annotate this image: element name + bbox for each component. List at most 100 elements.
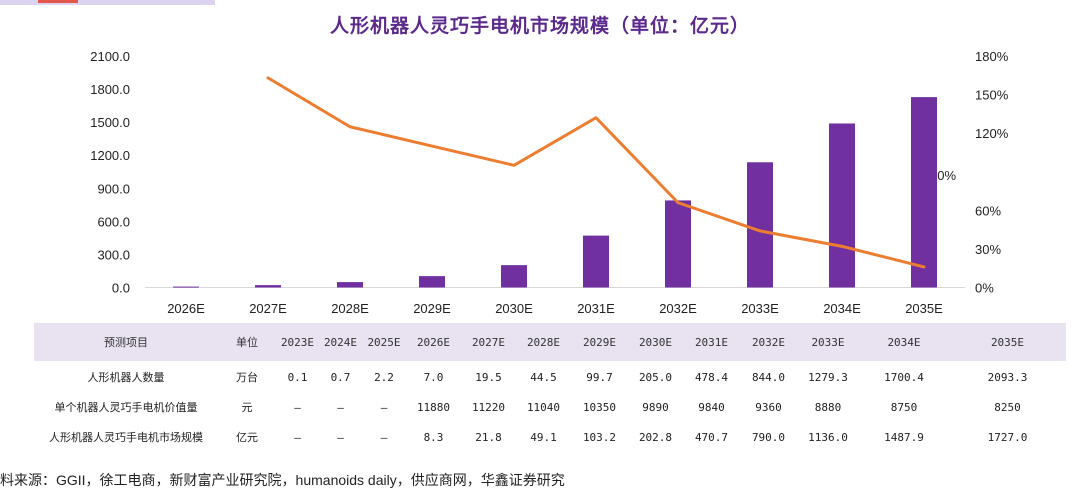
table-cell: 7.0 [423, 370, 444, 384]
table-cell: 2093.3 [987, 370, 1028, 384]
bar [911, 97, 937, 288]
x-axis-tick-label: 2033E [741, 301, 779, 316]
table-cell: 21.8 [475, 430, 502, 444]
right-axis-tick-label: 150% [975, 88, 1009, 103]
bar [255, 285, 281, 288]
table-cell: 0.1 [287, 370, 308, 384]
table-cell: 万台 [236, 371, 258, 384]
right-axis-tick-label: 30% [975, 242, 1001, 257]
left-axis-tick-label: 300.0 [97, 247, 130, 262]
table-cell: 44.5 [530, 370, 557, 384]
table-cell: 1700.4 [884, 370, 924, 384]
right-axis-tick-label: 180% [975, 49, 1009, 64]
table-cell: 1727.0 [987, 430, 1028, 444]
table-cell: 8750 [890, 400, 918, 414]
table-cell: 9840 [698, 400, 725, 414]
table-cell: 470.7 [694, 430, 729, 444]
table-header-cell: 2025E [367, 335, 401, 349]
left-axis-ticks: 0.0 300.0 600.0 900.0 1200.0 1500.0 1800.0 2100… [90, 49, 130, 296]
table-cell: 103.2 [582, 430, 617, 444]
market-size-chart: 0.0 300.0 600.0 900.0 1200.0 1500.0 1800.0 2100… [90, 49, 1009, 316]
left-axis-tick-label: 600.0 [97, 214, 130, 229]
table-cell: 49.1 [530, 430, 557, 444]
table-header-cell: 2034E [887, 335, 921, 349]
table-cell: 844.0 [751, 370, 786, 384]
table-header-row: 预测项目 单位 2023E 2024E 2025E 2026E 2027E 2028E 2029… [34, 323, 1066, 361]
table-header-cell: 2032E [751, 335, 786, 349]
x-axis-tick-label: 2035E [905, 301, 943, 316]
table-header-cell: 2024E [323, 335, 358, 349]
bar [829, 123, 855, 288]
right-axis-ticks: 0%30%60%90%120%150%180% [930, 49, 1009, 296]
table-cell: 202.8 [638, 430, 673, 444]
table-cell: 0.7 [330, 370, 351, 384]
table-header-cell: 2030E [638, 335, 673, 349]
x-axis-tick-label: 2034E [823, 301, 861, 316]
table-cell: 9360 [755, 400, 782, 414]
left-axis-tick-label: 1500.0 [90, 115, 130, 130]
x-axis-ticks: 2026E 2027E 2028E 2029E 2030E 2031E 2032E 2033E… [167, 301, 943, 316]
bar [747, 162, 773, 288]
table-cell: 790.0 [751, 430, 786, 444]
right-axis-tick-label: 120% [975, 126, 1009, 141]
left-axis-tick-label: 2100.0 [90, 49, 130, 64]
table-cell: 478.4 [694, 370, 729, 384]
top-decoration-bar [0, 0, 215, 5]
table-row: 人形机器人数量 万台 0.1 0.7 2.2 7.0 19.5 44.5 99.7 205.0 47… [34, 361, 1066, 391]
table-cell: 9890 [642, 400, 669, 414]
table-header-cell: 2033E [811, 335, 845, 349]
table-header-cell: 2031E [694, 335, 729, 349]
x-axis-tick-label: 2032E [659, 301, 697, 316]
table-header-cell: 2028E [526, 335, 561, 349]
x-axis-tick-label: 2031E [577, 301, 615, 316]
left-axis-tick-label: 900.0 [97, 181, 130, 196]
x-axis-tick-label: 2026E [167, 301, 205, 316]
x-axis-tick-label: 2029E [413, 301, 451, 316]
table-cell: 1136.0 [808, 430, 848, 444]
growth-rate-line [266, 76, 926, 269]
table-header-cell: 2027E [471, 335, 506, 349]
bar [173, 286, 199, 288]
table-cell: 人形机器人数量 [87, 371, 165, 384]
table-cell: – [380, 430, 388, 444]
table-header-cell: 2029E [582, 335, 617, 349]
table-cell: 11220 [471, 400, 506, 414]
x-axis-tick-label: 2028E [331, 301, 369, 316]
table-cell: 8880 [814, 400, 842, 414]
chart-title: 人形机器人灵巧手电机市场规模（单位：亿元） [329, 15, 750, 37]
table-cell: 11040 [526, 400, 561, 414]
bar [501, 265, 527, 288]
bar [665, 200, 691, 288]
bar-series [173, 97, 937, 288]
table-cell: – [337, 400, 344, 414]
table-cell: – [294, 430, 301, 444]
x-axis-tick-label: 2027E [249, 301, 287, 316]
table-row: 单个机器人灵巧手电机价值量 元 – – – 11880 11220 11040 10350 989… [34, 391, 1066, 421]
table-cell: 人形机器人灵巧手电机市场规模 [49, 431, 203, 444]
table-cell: 205.0 [638, 370, 673, 384]
forecast-table: 预测项目 单位 2023E 2024E 2025E 2026E 2027E 2028E 2029… [34, 323, 1066, 451]
table-cell: 19.5 [475, 370, 502, 384]
right-axis-tick-label: 0% [975, 281, 994, 296]
table-cell: 8250 [994, 400, 1021, 414]
table-header-cell: 2035E [990, 335, 1025, 349]
bar [419, 276, 445, 288]
table-cell: 亿元 [236, 431, 258, 444]
left-axis-tick-label: 1800.0 [90, 82, 130, 97]
table-header-cell: 预测项目 [104, 336, 148, 349]
table-cell: 单个机器人灵巧手电机价值量 [54, 401, 198, 414]
left-axis-tick-label: 0.0 [112, 281, 130, 296]
left-axis-tick-label: 1200.0 [90, 148, 130, 163]
table-cell: 11880 [416, 400, 451, 414]
table-cell: 1279.3 [808, 370, 848, 384]
table-cell: 10350 [582, 400, 617, 414]
table-cell: – [380, 400, 388, 414]
table-cell: 1487.9 [884, 430, 924, 444]
table-cell: 元 [241, 401, 253, 414]
table-cell: – [294, 400, 301, 414]
right-axis-tick-label: 60% [975, 203, 1001, 218]
table-cell: – [337, 430, 344, 444]
table-cell: 2.2 [374, 370, 394, 384]
bar [583, 235, 609, 288]
table-header-cell: 2023E [280, 335, 315, 349]
